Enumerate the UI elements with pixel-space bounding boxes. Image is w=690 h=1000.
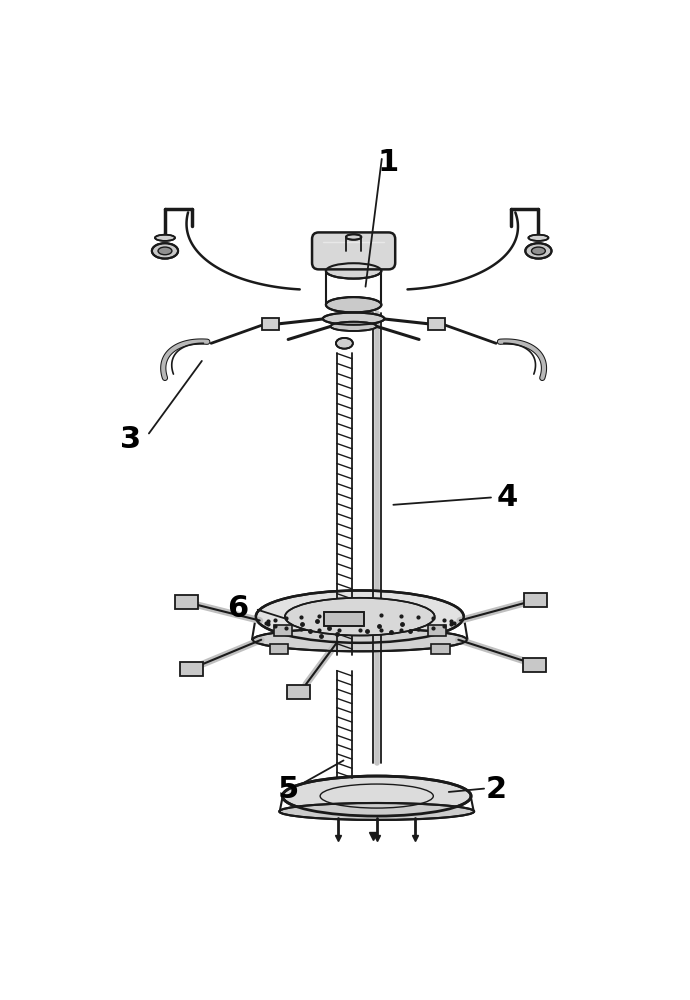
Ellipse shape xyxy=(323,312,384,325)
Ellipse shape xyxy=(155,235,175,241)
Bar xyxy=(273,625,292,636)
Ellipse shape xyxy=(326,263,382,279)
Bar xyxy=(324,612,364,626)
Ellipse shape xyxy=(525,243,551,259)
Bar xyxy=(286,685,310,699)
Ellipse shape xyxy=(279,803,474,820)
Ellipse shape xyxy=(331,322,377,331)
Bar xyxy=(270,644,288,654)
Text: 6: 6 xyxy=(228,594,249,623)
Ellipse shape xyxy=(326,297,382,312)
Ellipse shape xyxy=(531,247,545,255)
Text: 3: 3 xyxy=(120,425,141,454)
Bar xyxy=(180,662,204,676)
Ellipse shape xyxy=(152,243,178,259)
Bar xyxy=(428,318,445,330)
Bar xyxy=(324,612,364,626)
Ellipse shape xyxy=(336,338,353,349)
Bar xyxy=(524,593,547,607)
Ellipse shape xyxy=(282,776,471,816)
Text: 1: 1 xyxy=(377,148,399,177)
Ellipse shape xyxy=(529,235,549,241)
Bar xyxy=(523,658,546,672)
Bar xyxy=(175,595,198,609)
Bar xyxy=(431,644,450,654)
Ellipse shape xyxy=(346,234,362,240)
Text: 5: 5 xyxy=(277,775,299,804)
Ellipse shape xyxy=(158,247,172,255)
Bar xyxy=(262,318,279,330)
Ellipse shape xyxy=(253,628,467,651)
Text: 4: 4 xyxy=(497,483,518,512)
Text: 2: 2 xyxy=(486,775,506,804)
Ellipse shape xyxy=(256,590,464,643)
FancyBboxPatch shape xyxy=(312,232,395,269)
Bar xyxy=(428,625,446,636)
Ellipse shape xyxy=(285,598,435,635)
